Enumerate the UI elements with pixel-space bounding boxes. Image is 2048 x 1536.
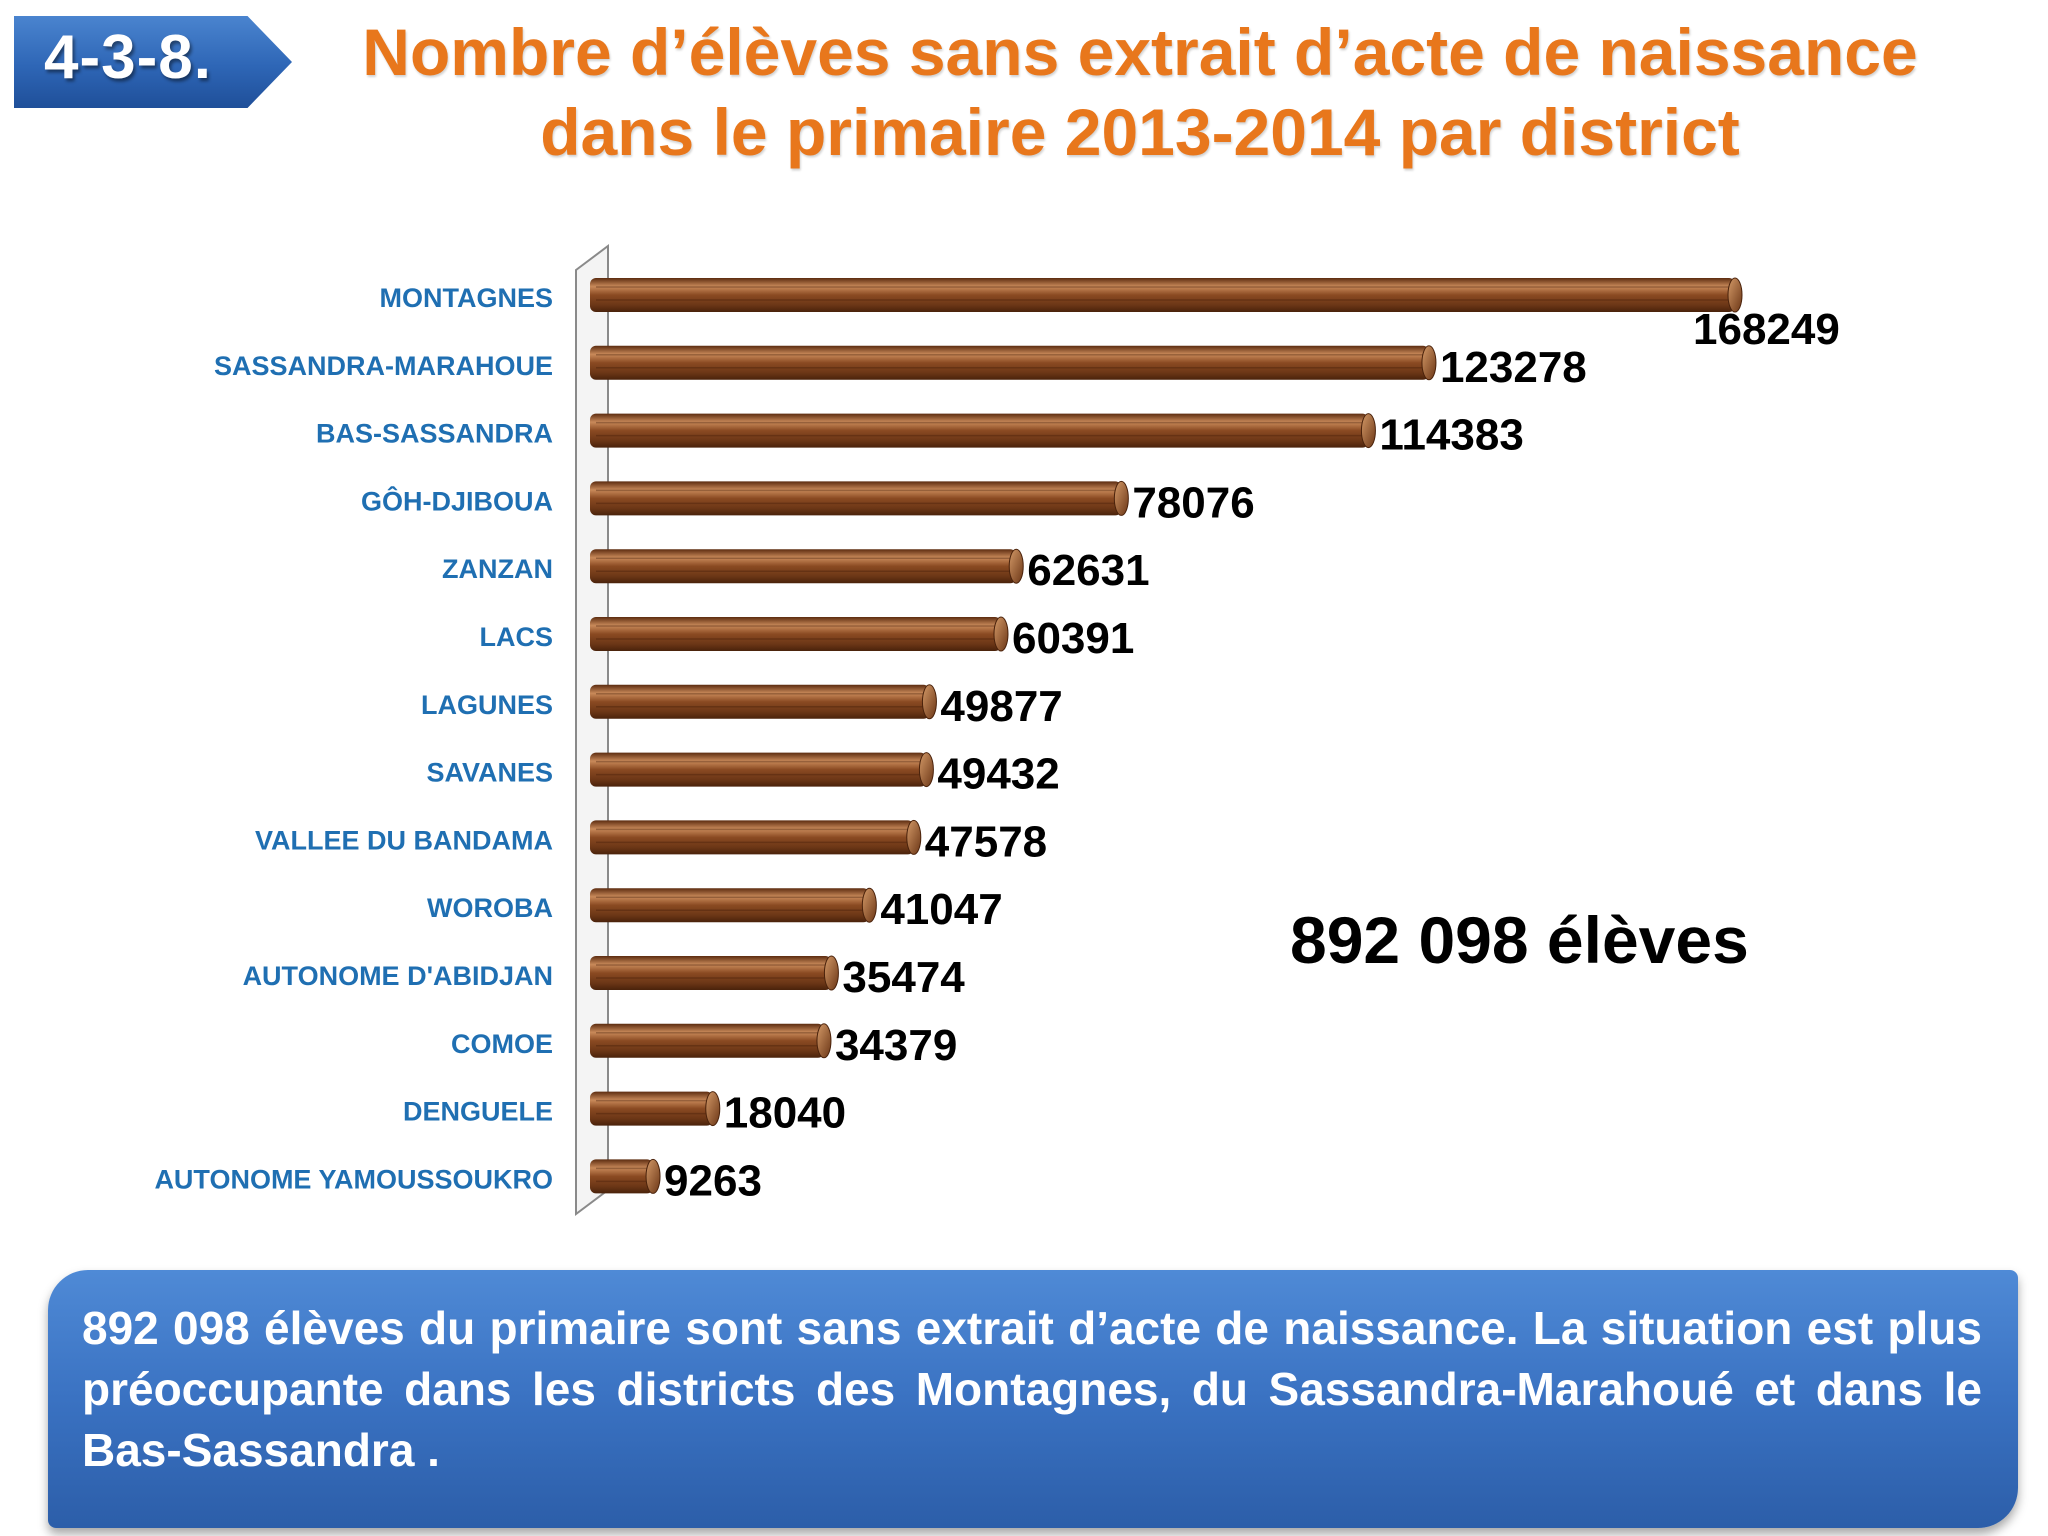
bar-chart: MONTAGNES 168249 SASSANDRA-MARAHOUE 123278 B… (154, 244, 1840, 1216)
data-label: 34379 (835, 1021, 957, 1070)
category-label: MONTAGNES (380, 283, 554, 313)
data-label: 114383 (1379, 411, 1523, 460)
bar (590, 820, 914, 855)
bar (590, 345, 1429, 380)
bar-grain (596, 828, 910, 844)
section-number: 4-3-8. (44, 23, 212, 92)
category-label: GÔH-DJIBOUA (361, 485, 553, 516)
bar-end-cap (993, 616, 1009, 652)
data-label: 123278 (1440, 343, 1587, 392)
category-label: LAGUNES (421, 690, 553, 720)
bar-grain (596, 1167, 650, 1183)
bar-end-cap (921, 684, 937, 720)
category-label: SASSANDRA-MARAHOUE (214, 351, 553, 381)
bar-end-cap (816, 1023, 832, 1059)
bar (590, 684, 930, 719)
data-label: 62631 (1027, 546, 1149, 595)
bar (590, 1091, 713, 1126)
bar-end-cap (906, 819, 922, 855)
category-label: AUTONOME YAMOUSSOUKRO (154, 1164, 553, 1194)
chart-title: Nombre d’élèves sans extrait d’acte de n… (362, 15, 1918, 169)
bar (590, 549, 1017, 584)
category-label: ZANZAN (442, 554, 553, 584)
bar-grain (596, 557, 1013, 572)
bar (590, 413, 1369, 448)
data-label: 60391 (1012, 614, 1134, 663)
bar-grain (596, 760, 923, 776)
bar-end-cap (645, 1158, 661, 1194)
data-label: 9263 (664, 1156, 762, 1205)
bar-end-cap (1008, 548, 1024, 584)
bar-end-cap (1727, 277, 1743, 313)
bar-end-cap (1360, 413, 1376, 449)
data-label: 47578 (925, 817, 1047, 866)
section-number-badge (14, 16, 292, 108)
data-label: 49432 (937, 750, 1059, 799)
bar-end-cap (1421, 345, 1437, 381)
data-label: 18040 (724, 1089, 846, 1138)
bar-grain (596, 489, 1118, 505)
category-label: WOROBA (427, 893, 553, 923)
bar (590, 888, 870, 923)
total-label: 892 098 élèves (1290, 903, 1749, 977)
bar-grain (596, 693, 926, 708)
category-label: COMOE (451, 1029, 553, 1059)
bar (590, 617, 1001, 651)
category-label: BAS-SASSANDRA (316, 419, 553, 449)
bar-end-cap (1113, 480, 1129, 516)
category-label: VALLEE DU BANDAMA (255, 825, 553, 855)
bar (590, 481, 1122, 516)
bar-grain (596, 1032, 820, 1047)
data-label: 78076 (1132, 478, 1254, 527)
category-label: LACS (480, 622, 554, 652)
bar (590, 1023, 824, 1058)
data-label: 49877 (940, 682, 1062, 731)
data-label: 168249 (1693, 305, 1840, 354)
category-label: AUTONOME D'ABIDJAN (243, 961, 553, 991)
bar-grain (596, 896, 866, 911)
bar-end-cap (861, 887, 877, 923)
data-label: 35474 (842, 953, 965, 1002)
bar (590, 278, 1735, 312)
bar (590, 1159, 654, 1194)
chart-axis-frame (575, 244, 609, 1216)
bar (590, 752, 927, 787)
bar-grain (596, 625, 997, 640)
bar-end-cap (705, 1091, 721, 1127)
bar-grain (596, 964, 828, 979)
bar (590, 956, 832, 990)
category-label: SAVANES (426, 758, 553, 788)
category-label: DENGUELE (403, 1097, 553, 1127)
summary-text: 892 098 élèves du primaire sont sans ext… (82, 1302, 1982, 1476)
bar-grain (596, 354, 1425, 369)
bar-end-cap (823, 955, 839, 991)
bar-grain (596, 286, 1731, 301)
bar-grain (596, 1099, 709, 1115)
bar-grain (596, 421, 1365, 437)
summary-box: 892 098 élèves du primaire sont sans ext… (48, 1270, 2018, 1528)
data-label: 41047 (880, 885, 1002, 934)
bar-end-cap (918, 752, 934, 788)
